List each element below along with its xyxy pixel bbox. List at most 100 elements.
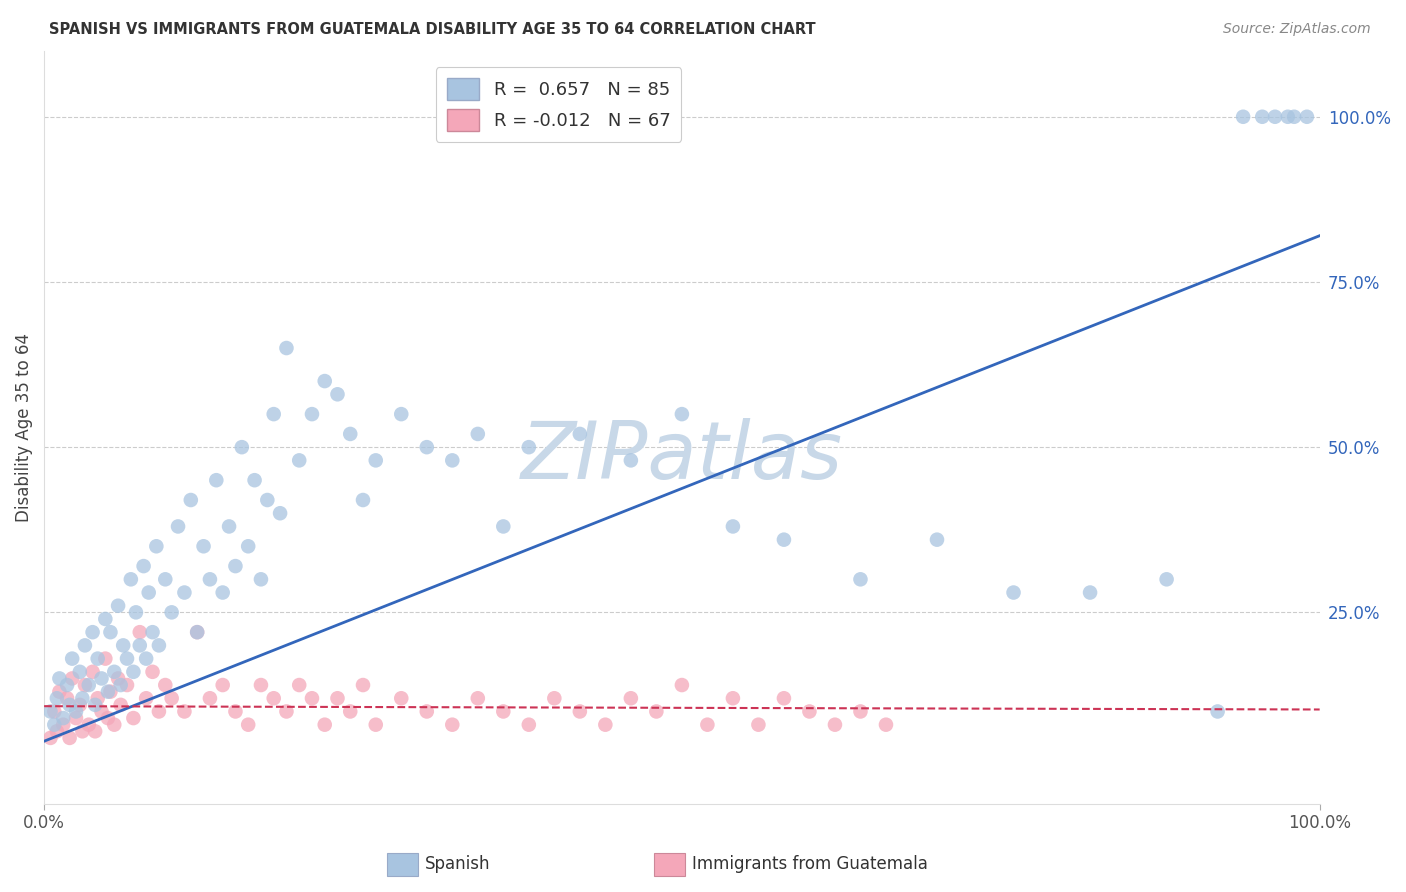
- Point: [288, 678, 311, 692]
- Point: [364, 717, 387, 731]
- Point: [620, 453, 643, 467]
- Point: [492, 705, 515, 719]
- Point: [73, 678, 96, 692]
- Point: [45, 724, 67, 739]
- Point: [211, 678, 233, 692]
- Point: [517, 440, 540, 454]
- Point: [115, 651, 138, 665]
- Point: [276, 705, 298, 719]
- Point: [696, 717, 718, 731]
- Point: [138, 585, 160, 599]
- Point: [82, 625, 104, 640]
- Point: [517, 717, 540, 731]
- Point: [1296, 110, 1319, 124]
- Point: [72, 691, 94, 706]
- Point: [416, 440, 439, 454]
- Point: [135, 691, 157, 706]
- Point: [205, 473, 228, 487]
- Point: [141, 625, 163, 640]
- Point: [69, 698, 91, 712]
- Point: [103, 717, 125, 731]
- Point: [1156, 572, 1178, 586]
- Point: [339, 705, 361, 719]
- Point: [86, 651, 108, 665]
- Point: [645, 705, 668, 719]
- Point: [90, 672, 112, 686]
- Point: [65, 705, 87, 719]
- Point: [180, 493, 202, 508]
- Text: ZIPatlas: ZIPatlas: [520, 418, 844, 497]
- Point: [125, 605, 148, 619]
- Point: [120, 572, 142, 586]
- Point: [238, 539, 260, 553]
- Point: [467, 426, 489, 441]
- Point: [238, 717, 260, 731]
- Point: [467, 691, 489, 706]
- Point: [224, 705, 246, 719]
- Point: [326, 691, 349, 706]
- Point: [45, 691, 67, 706]
- Point: [56, 691, 79, 706]
- Point: [1251, 110, 1274, 124]
- Point: [77, 678, 100, 692]
- Point: [59, 731, 82, 745]
- Point: [44, 705, 66, 719]
- Text: SPANISH VS IMMIGRANTS FROM GUATEMALA DISABILITY AGE 35 TO 64 CORRELATION CHART: SPANISH VS IMMIGRANTS FROM GUATEMALA DIS…: [49, 22, 815, 37]
- Point: [875, 717, 897, 731]
- Point: [352, 493, 374, 508]
- Point: [84, 698, 107, 712]
- Point: [44, 717, 66, 731]
- Point: [1078, 585, 1101, 599]
- Point: [389, 407, 412, 421]
- Point: [263, 407, 285, 421]
- Point: [314, 717, 336, 731]
- Point: [799, 705, 821, 719]
- Text: Spanish: Spanish: [425, 855, 491, 873]
- Point: [97, 684, 120, 698]
- Point: [218, 519, 240, 533]
- Point: [849, 705, 872, 719]
- Point: [1282, 110, 1305, 124]
- Point: [276, 341, 298, 355]
- Point: [48, 684, 70, 698]
- Point: [1002, 585, 1025, 599]
- Point: [72, 724, 94, 739]
- Point: [543, 691, 565, 706]
- Point: [148, 705, 170, 719]
- Point: [94, 612, 117, 626]
- Text: Source: ZipAtlas.com: Source: ZipAtlas.com: [1223, 22, 1371, 37]
- Point: [52, 717, 75, 731]
- Point: [100, 684, 122, 698]
- Point: [721, 691, 744, 706]
- Point: [198, 572, 221, 586]
- Point: [90, 705, 112, 719]
- Point: [82, 665, 104, 679]
- Point: [173, 705, 195, 719]
- Point: [160, 691, 183, 706]
- Text: Immigrants from Guatemala: Immigrants from Guatemala: [692, 855, 928, 873]
- Point: [155, 678, 177, 692]
- Point: [747, 717, 769, 731]
- Point: [110, 678, 132, 692]
- Point: [167, 519, 190, 533]
- Point: [263, 691, 285, 706]
- Point: [141, 665, 163, 679]
- Point: [256, 493, 278, 508]
- Point: [86, 691, 108, 706]
- Point: [224, 559, 246, 574]
- Point: [128, 639, 150, 653]
- Point: [568, 426, 591, 441]
- Y-axis label: Disability Age 35 to 64: Disability Age 35 to 64: [15, 333, 32, 522]
- Point: [1232, 110, 1254, 124]
- Point: [339, 426, 361, 441]
- Point: [60, 672, 83, 686]
- Point: [193, 539, 215, 553]
- Point: [314, 374, 336, 388]
- Point: [97, 711, 120, 725]
- Point: [39, 705, 62, 719]
- Point: [773, 533, 796, 547]
- Point: [250, 678, 273, 692]
- Point: [135, 651, 157, 665]
- Point: [103, 665, 125, 679]
- Point: [1264, 110, 1286, 124]
